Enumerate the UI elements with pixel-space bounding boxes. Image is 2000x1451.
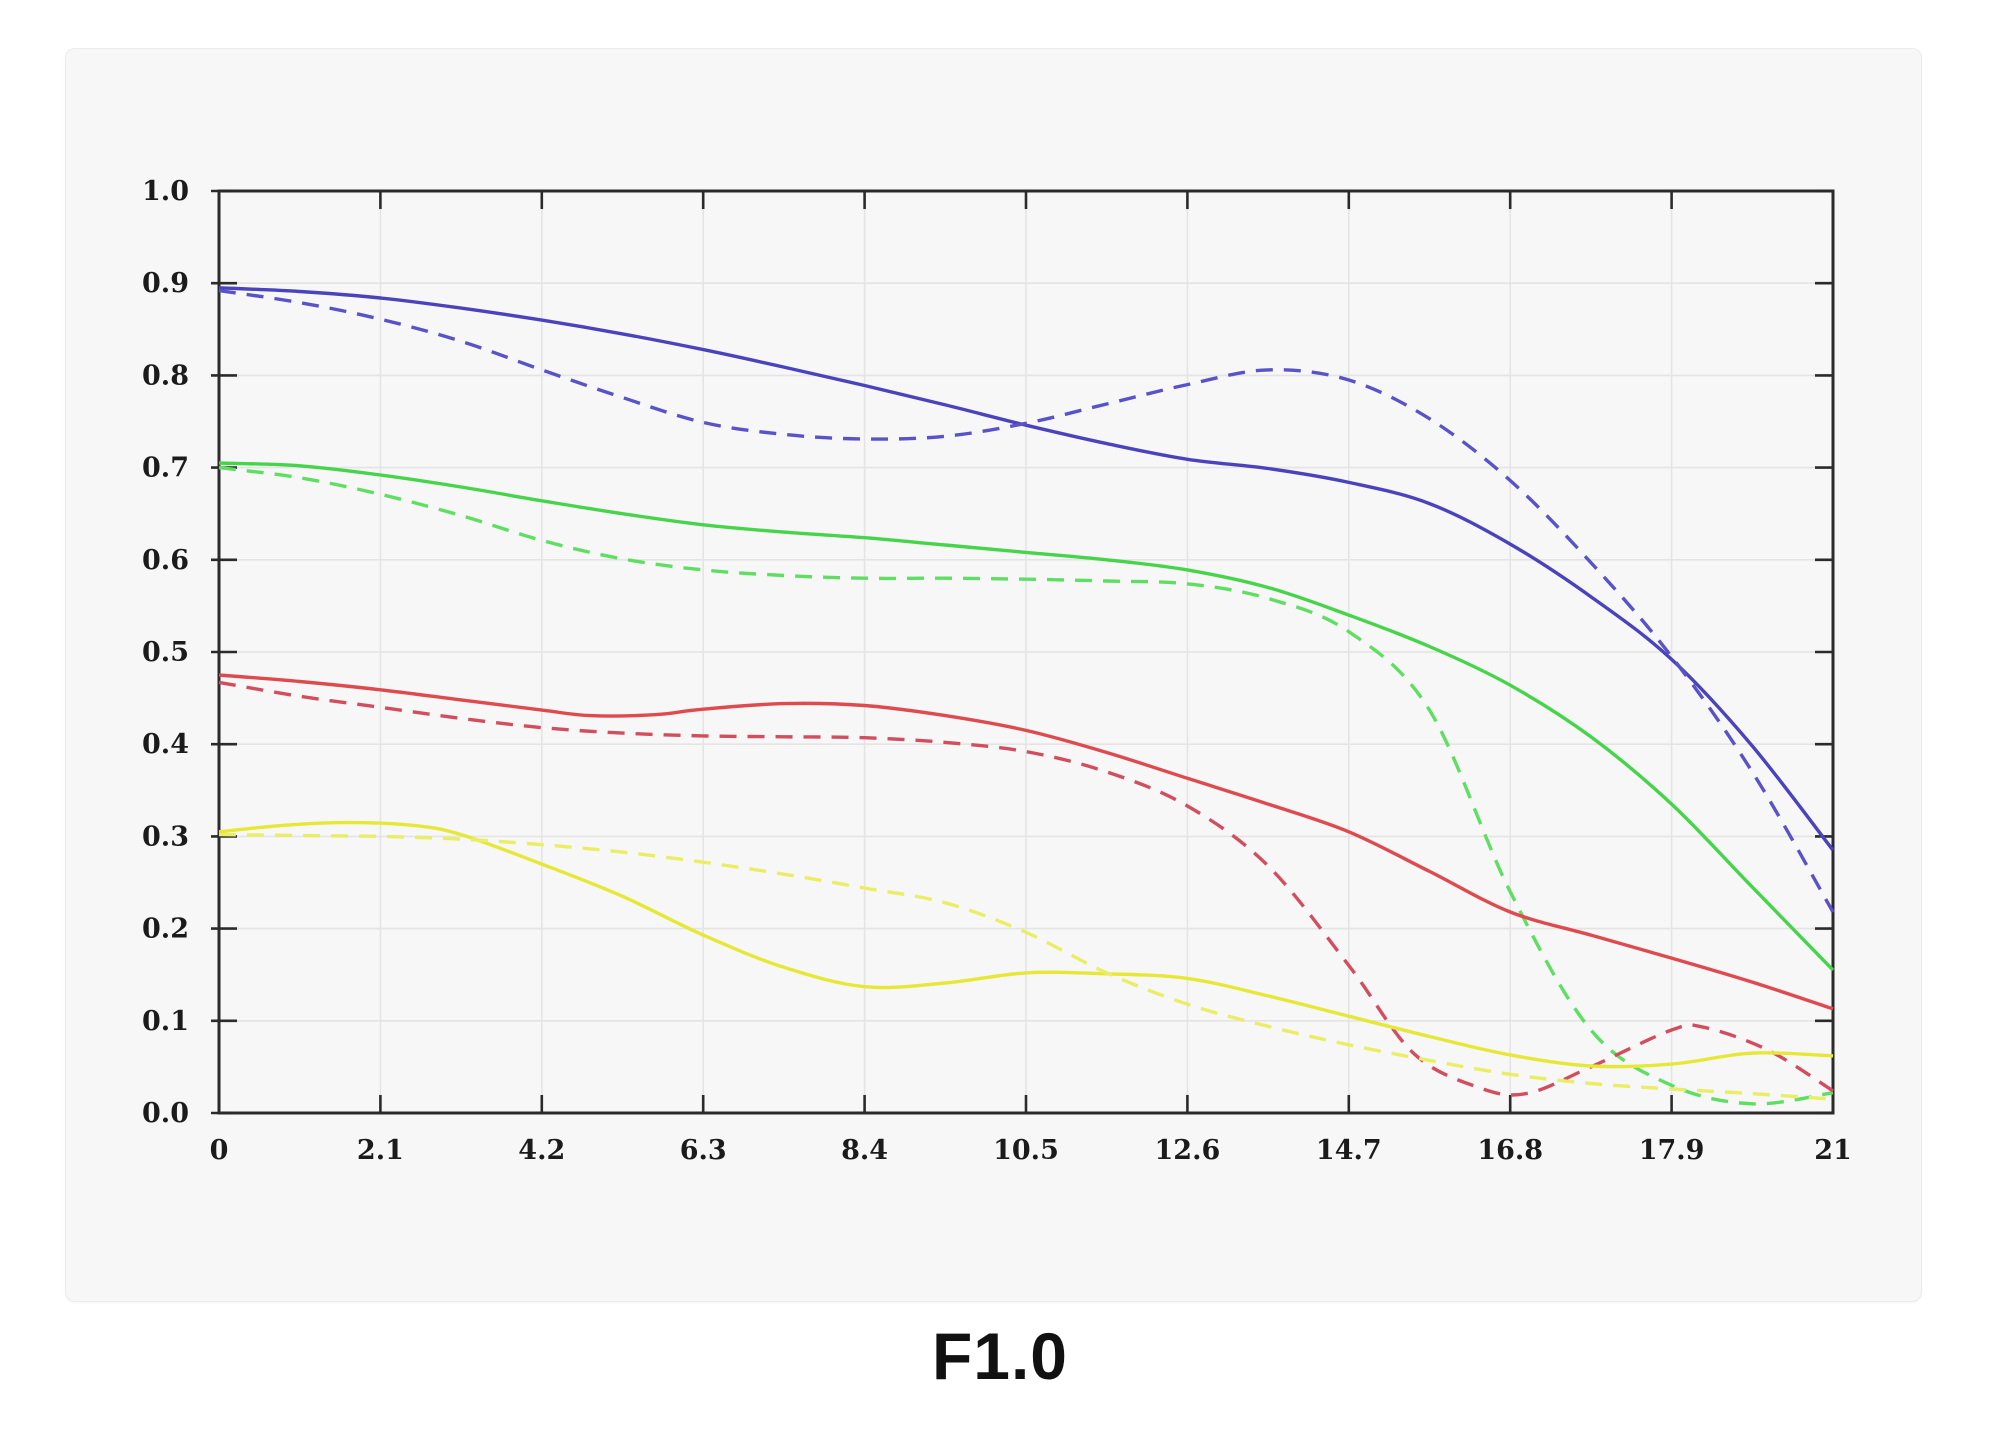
x-tick-label: 2.1 xyxy=(357,1135,404,1166)
y-tick-label: 0.1 xyxy=(142,1006,189,1037)
series-blue-dashed-line xyxy=(218,288,1835,913)
y-tick-label: 0.0 xyxy=(142,1098,189,1129)
chart-canvas: 0.0 0.1 0.2 0.3 0.4 0.5 0.6 0.7 0.8 0.9 1.0 0 2.1 4.2… xyxy=(142,176,1852,1166)
y-tick-label: 0.3 xyxy=(142,821,189,852)
series-yellow-solid-line xyxy=(218,820,1834,1069)
series-yellow-dashed-line xyxy=(218,832,1834,1101)
x-tick-label: 8.4 xyxy=(841,1135,888,1166)
y-tick-label: 0.9 xyxy=(142,268,189,299)
x-tick-label: 14.7 xyxy=(1316,1135,1382,1166)
y-tick-label: 0.6 xyxy=(142,545,189,576)
chart-card: 0.0 0.1 0.2 0.3 0.4 0.5 0.6 0.7 0.8 0.9 1.0 0 2.1 4.2… xyxy=(65,48,1922,1302)
x-tick-label: 0 xyxy=(210,1135,229,1166)
y-tick-label: 0.8 xyxy=(142,360,189,391)
series-red-solid-line xyxy=(218,673,1834,1011)
y-tick-label: 0.7 xyxy=(142,453,189,484)
y-tick-label: 0.2 xyxy=(142,914,189,945)
x-tick-label: 16.8 xyxy=(1477,1135,1543,1166)
y-tick-label: 0.5 xyxy=(142,637,189,668)
y-tick-label: 1.0 xyxy=(142,176,189,207)
chart-container: 0.0 0.1 0.2 0.3 0.4 0.5 0.6 0.7 0.8 0.9 1.0 0 2.1 4.2… xyxy=(66,49,1921,1301)
x-tick-label: 10.5 xyxy=(993,1135,1059,1166)
chart-title: F1.0 xyxy=(931,1319,1069,1393)
x-tick-label: 12.6 xyxy=(1155,1135,1221,1166)
x-tick-label: 17.9 xyxy=(1639,1135,1705,1166)
y-tick-label: 0.4 xyxy=(142,729,189,760)
x-tick-label: 4.2 xyxy=(518,1135,565,1166)
x-tick-label: 21 xyxy=(1814,1135,1852,1166)
x-tick-label: 6.3 xyxy=(680,1135,727,1166)
series-blue-solid-line xyxy=(218,286,1835,852)
series-green-solid-line xyxy=(218,461,1835,972)
